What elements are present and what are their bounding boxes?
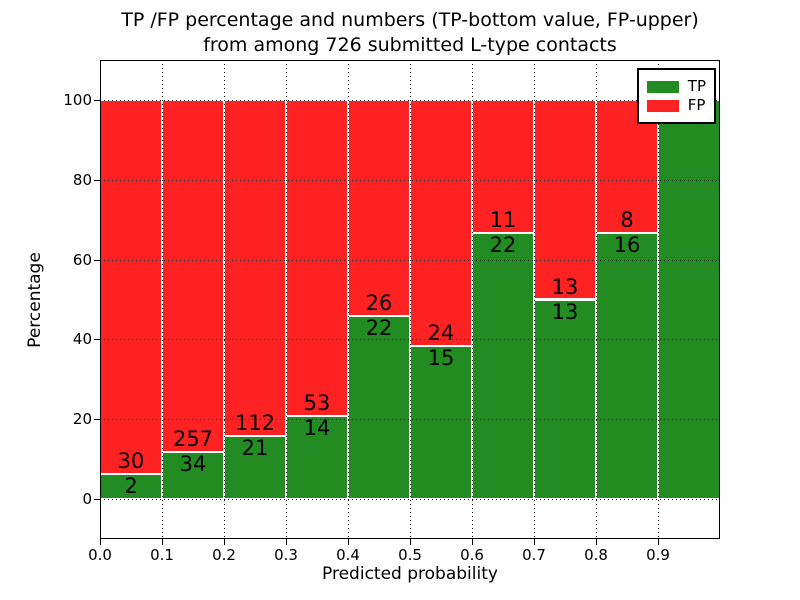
tick-y-60 <box>94 259 100 261</box>
tick-x-0.9 <box>658 539 659 545</box>
bar-segment-tp-3 <box>286 415 348 500</box>
xtick-label-0.9: 0.9 <box>646 546 670 564</box>
xtick-label-0.2: 0.2 <box>212 546 236 564</box>
ytick-label-0: 0 <box>82 490 92 509</box>
bar-segment-tp-4 <box>348 316 410 500</box>
bar-label-tp-5: 15 <box>427 345 455 370</box>
tick-y-80 <box>94 179 100 181</box>
bar-segment-tp-1 <box>162 452 224 500</box>
bar-label-tp-8: 16 <box>613 232 641 257</box>
chart-title-line1: TP /FP percentage and numbers (TP-bottom… <box>121 9 699 31</box>
xtick-label-0.1: 0.1 <box>150 546 174 564</box>
xtick-label-0.4: 0.4 <box>336 546 360 564</box>
legend: TP FP <box>636 68 716 124</box>
tick-x-0.0 <box>100 539 101 545</box>
bar-segment-fp-4 <box>348 99 410 317</box>
bar-segment-fp-6 <box>472 99 534 233</box>
tp-legend-swatch-icon <box>646 80 679 93</box>
bar-label-tp-4: 22 <box>365 316 393 341</box>
gridline-x-0.9 <box>658 60 659 539</box>
tick-y-20 <box>94 419 100 421</box>
gridline-x-0.3 <box>286 60 287 539</box>
tick-x-0.7 <box>534 539 535 545</box>
bar-label-fp-0: 30 <box>117 449 145 474</box>
bar-label-tp-1: 34 <box>179 452 207 477</box>
gridline-x-0.7 <box>534 60 535 539</box>
xtick-label-0.6: 0.6 <box>460 546 484 564</box>
fp-legend-swatch-icon <box>646 99 679 112</box>
bar-segment-fp-2 <box>224 99 286 437</box>
gridline-x-0.1 <box>162 60 163 539</box>
tick-x-0.2 <box>224 539 225 545</box>
bar-label-fp-1: 257 <box>172 427 214 452</box>
bar-label-tp-2: 21 <box>241 436 269 461</box>
tick-x-0.4 <box>348 539 349 545</box>
bar-label-tp-7: 13 <box>551 299 579 324</box>
bar-segment-tp-0 <box>100 474 162 500</box>
bar-label-fp-3: 53 <box>303 390 331 415</box>
bar-label-tp-3: 14 <box>303 415 331 440</box>
gridline-x-0.5 <box>410 60 411 539</box>
bar-label-fp-6: 11 <box>489 207 517 232</box>
tick-x-0.6 <box>472 539 473 545</box>
bar-label-fp-2: 112 <box>234 411 276 436</box>
tick-y-40 <box>94 339 100 341</box>
plot-area: TP FP 30 2 257 34 112 21 53 14 26 22 24 15 11 22 13 13 8… <box>100 60 720 539</box>
ytick-label-20: 20 <box>72 410 92 429</box>
chart-title: TP /FP percentage and numbers (TP-bottom… <box>100 8 720 58</box>
xtick-label-0.0: 0.0 <box>88 546 112 564</box>
gridline-x-0.6 <box>472 60 473 539</box>
legend-item-fp: FP <box>646 96 706 114</box>
bar-label-tp-0: 2 <box>124 474 138 499</box>
chart-title-line2: from among 726 submitted L-type contacts <box>203 34 617 56</box>
bar-segment-tp-8 <box>596 232 658 500</box>
bar-segment-fp-0 <box>100 99 162 475</box>
bar-segment-fp-3 <box>286 99 348 416</box>
xtick-label-0.3: 0.3 <box>274 546 298 564</box>
xtick-label-0.5: 0.5 <box>398 546 422 564</box>
ytick-label-80: 80 <box>72 170 92 189</box>
tick-x-0.1 <box>162 539 163 545</box>
xtick-label-0.8: 0.8 <box>584 546 608 564</box>
tick-y-0 <box>94 499 100 501</box>
bar-label-fp-5: 24 <box>427 320 455 345</box>
fp-legend-label: FP <box>687 96 706 114</box>
bar-label-tp-6: 22 <box>489 232 517 257</box>
tick-x-0.3 <box>286 539 287 545</box>
tick-x-0.8 <box>596 539 597 545</box>
bar-segment-fp-7 <box>534 99 596 300</box>
bar-segment-tp-9 <box>658 99 720 500</box>
bar-segment-fp-5 <box>410 99 472 346</box>
ytick-label-60: 60 <box>72 250 92 269</box>
y-axis-label: Percentage <box>25 252 45 348</box>
gridline-x-0.4 <box>348 60 349 539</box>
gridline-x-0.8 <box>596 60 597 539</box>
ytick-label-100: 100 <box>63 90 92 109</box>
tick-y-100 <box>94 99 100 101</box>
bar-segment-tp-6 <box>472 232 534 500</box>
bar-label-fp-7: 13 <box>551 274 579 299</box>
gridline-x-0.2 <box>224 60 225 539</box>
bar-segment-tp-7 <box>534 299 596 500</box>
ytick-label-40: 40 <box>72 330 92 349</box>
tp-legend-label: TP <box>687 77 706 95</box>
tick-x-0.5 <box>410 539 411 545</box>
xtick-label-0.7: 0.7 <box>522 546 546 564</box>
bar-label-fp-4: 26 <box>365 291 393 316</box>
bar-segment-fp-1 <box>162 99 224 453</box>
bar-label-fp-8: 8 <box>620 207 634 232</box>
legend-item-tp: TP <box>646 77 706 95</box>
x-axis-label: Predicted probability <box>322 564 498 584</box>
